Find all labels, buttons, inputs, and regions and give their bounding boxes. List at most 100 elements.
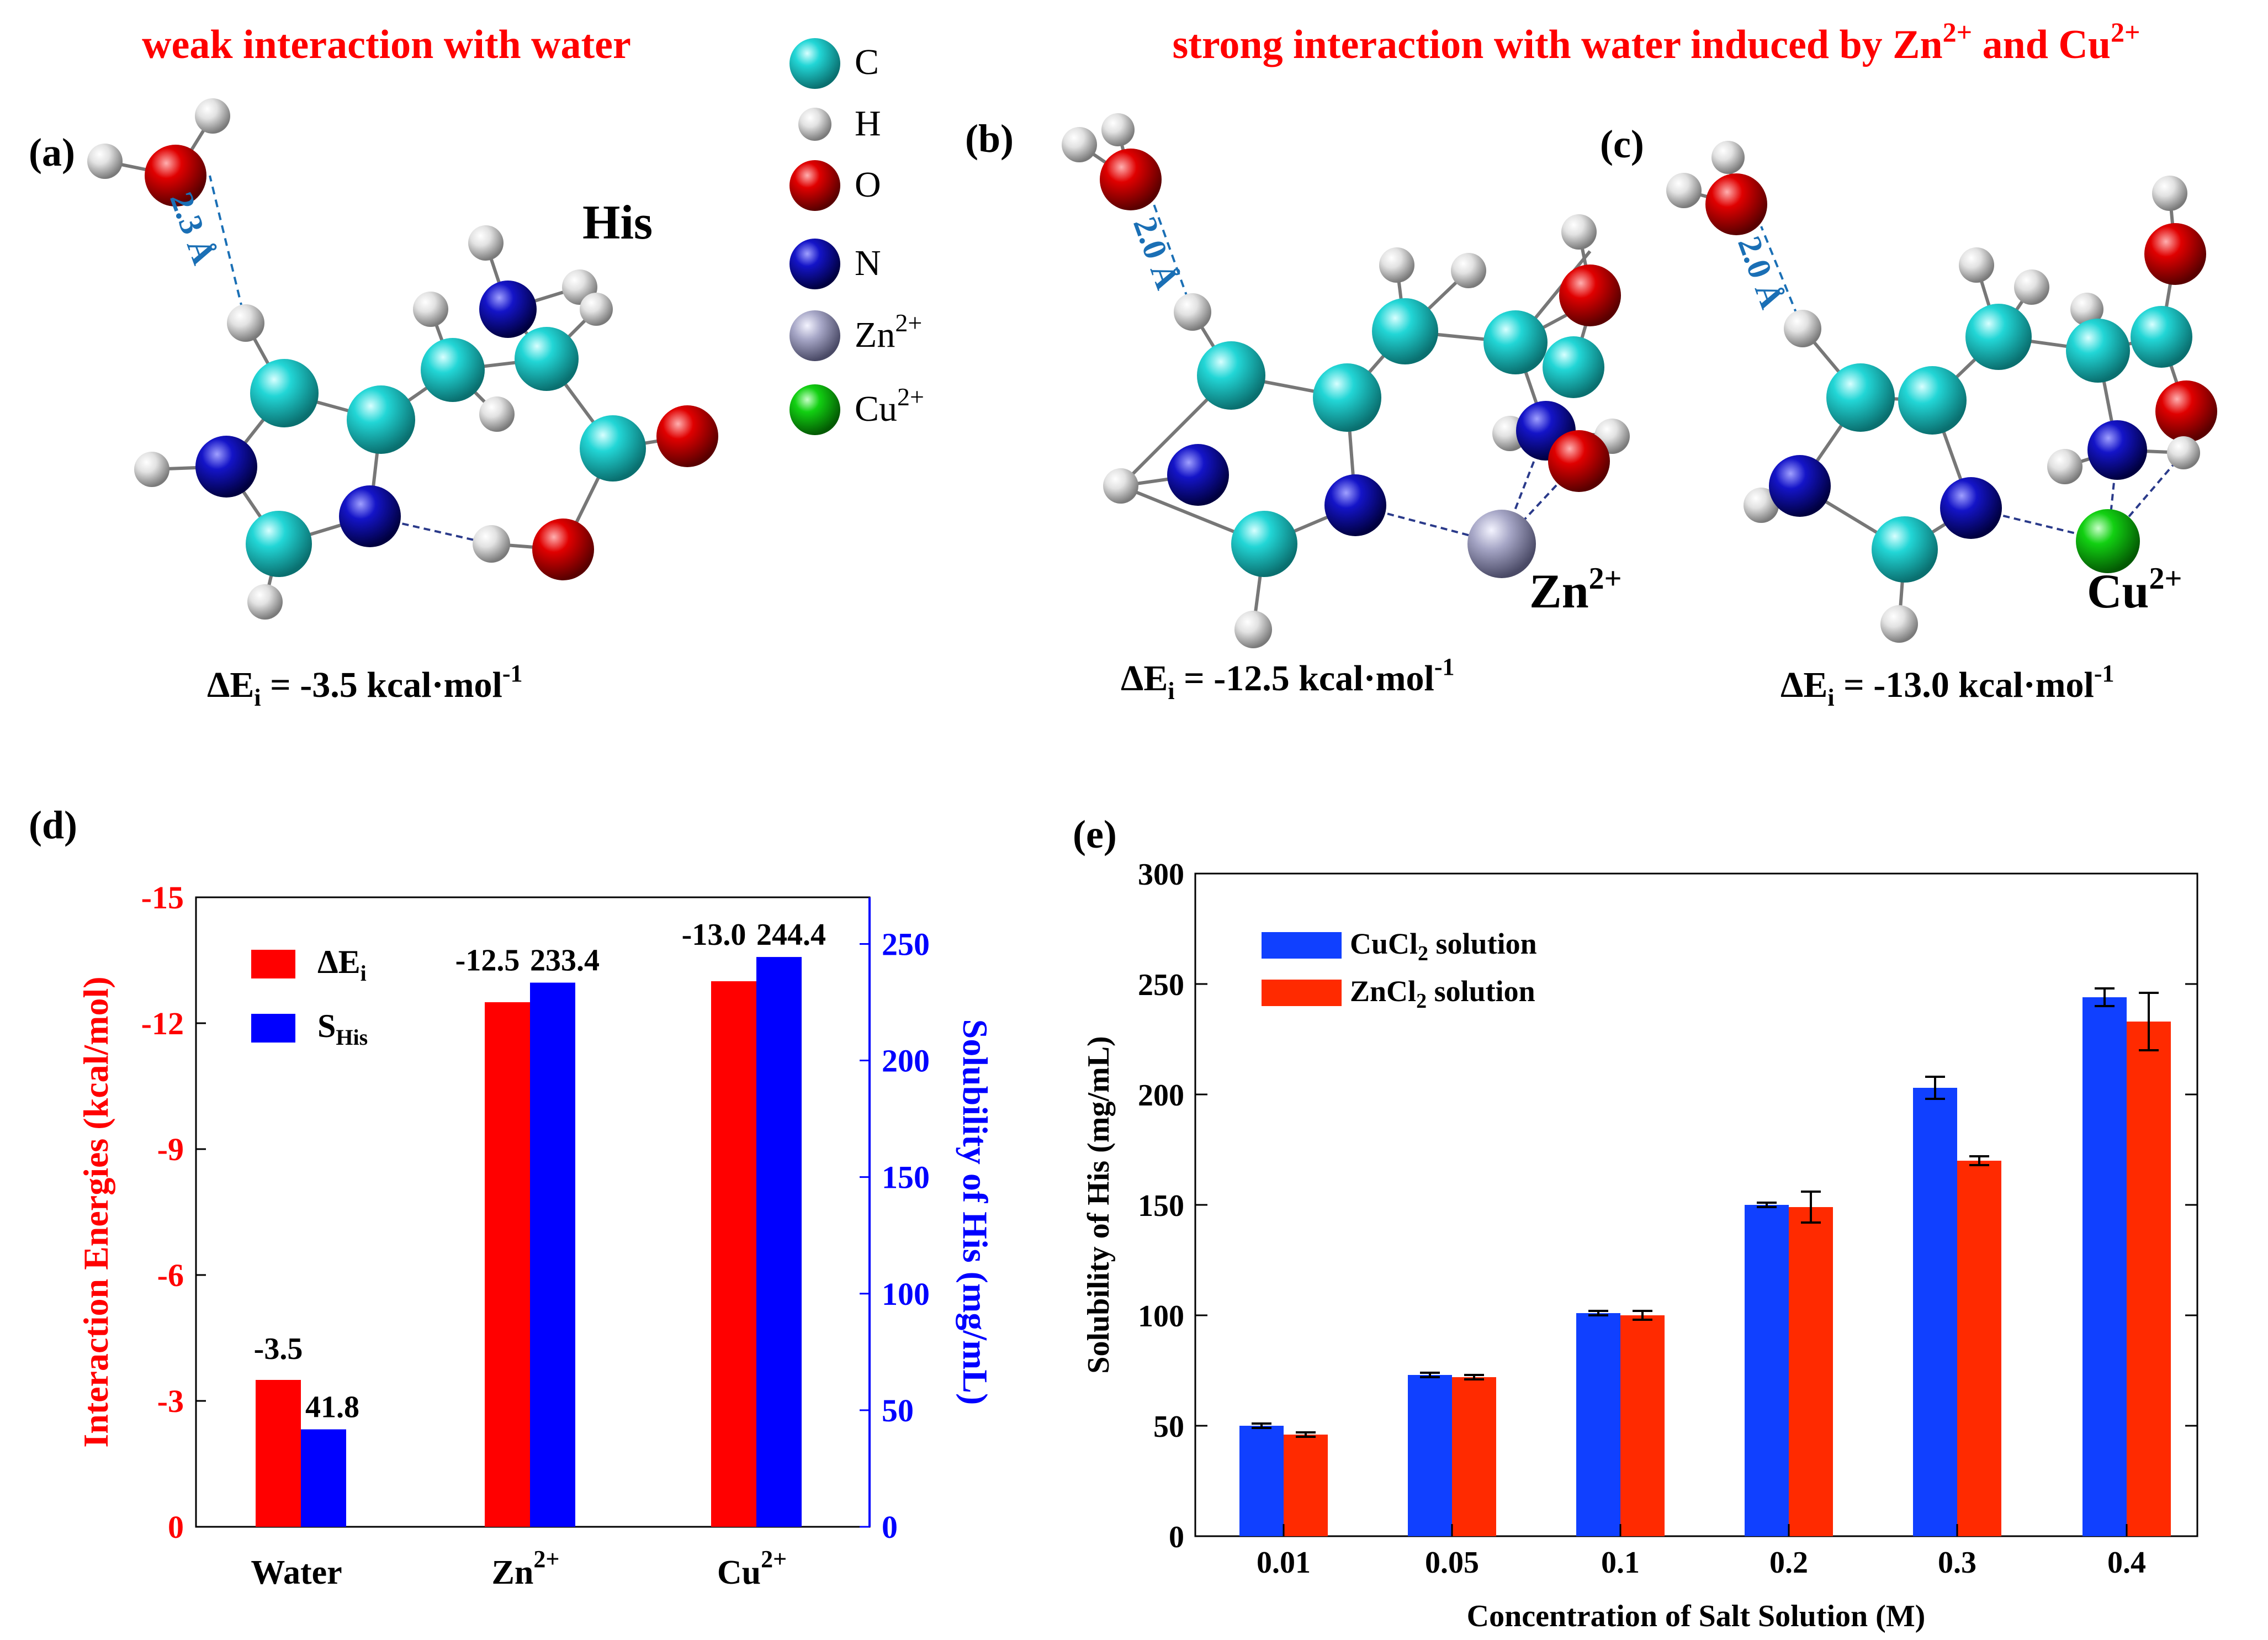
legend-nitrogen-label: N <box>855 243 881 283</box>
molecule-b <box>1062 113 1630 648</box>
chart-d-x-label: Cu2+ <box>717 1546 787 1591</box>
legend-copper-label: Cu2+ <box>855 383 924 429</box>
panel-label-e: (e) <box>1073 812 1117 856</box>
energy-a: ΔEi = -3.5 kcal·mol-1 <box>207 660 523 711</box>
chart-d-bar-energy <box>485 1002 530 1527</box>
chart-d-legend-label-blue: SHis <box>317 1008 368 1050</box>
legend-oxygen-sphere <box>789 160 840 211</box>
legend-hydrogen-label: H <box>855 103 881 144</box>
energy-c: ΔEi = -13.0 kcal·mol-1 <box>1781 660 2115 711</box>
chart-e-legend-label-zn: ZnCl2 solution <box>1350 975 1535 1013</box>
atom-legend: C H O N Zn2+ Cu2+ <box>789 38 924 435</box>
legend-carbon-label: C <box>855 42 879 82</box>
chart-e-y-tick-label: 250 <box>1138 968 1184 1002</box>
chart-e-y-tick-label: 0 <box>1169 1520 1184 1554</box>
chart-e-y-tick-label: 200 <box>1138 1078 1184 1113</box>
chart-e-y-tick-label: 150 <box>1138 1189 1184 1223</box>
chart-d-bar-energy <box>711 981 756 1527</box>
chart-e-bar-cucl2 <box>1239 1426 1284 1536</box>
chart-e-ylabel: Solubility of His (mg/mL) <box>1082 1036 1116 1373</box>
chart-e-bar-zncl2 <box>1284 1435 1328 1536</box>
chart-e-x-tick-label: 0.3 <box>1938 1546 1976 1580</box>
chart-d-value-label-solubility: 41.8 <box>305 1390 359 1425</box>
panel-label-a: (a) <box>29 130 75 174</box>
chart-d-legend: ΔEi SHis <box>251 944 368 1050</box>
legend-carbon-sphere <box>789 38 840 89</box>
chart-d-bar-energy <box>256 1380 301 1527</box>
chart-d-legend-swatch-blue <box>251 1014 295 1043</box>
chart-e-bar-cucl2 <box>1408 1375 1452 1536</box>
molecule-a <box>87 98 718 620</box>
molecule-c-cu-label: Cu2+ <box>2087 562 2182 618</box>
chart-d-right-tick-label: 150 <box>882 1160 930 1195</box>
chart-d-left-tick-label: -9 <box>157 1131 184 1167</box>
chart-e-legend-swatch-cu <box>1262 932 1342 959</box>
chart-e-frame <box>1194 872 2198 1537</box>
chart-e-bar-zncl2 <box>1789 1207 1833 1536</box>
chart-d-right-tick-label: 0 <box>882 1509 898 1545</box>
energy-b: ΔEi = -12.5 kcal·mol-1 <box>1121 653 1455 705</box>
legend-copper-sphere <box>789 384 840 435</box>
chart-d-left-tick-label: 0 <box>168 1509 184 1545</box>
legend-zinc-label: Zn2+ <box>855 309 922 355</box>
chart-d-left-tick-label: -3 <box>157 1383 184 1419</box>
legend-zinc-sphere <box>789 310 840 361</box>
chart-d-right-tick-label: 250 <box>882 926 930 962</box>
chart-e-xlabel: Concentration of Salt Solution (M) <box>1467 1599 1926 1633</box>
chart-d-left-tick-label: -6 <box>157 1257 184 1293</box>
chart-d-x-label: Water <box>251 1554 342 1591</box>
chart-d-right-tick-label: 100 <box>882 1276 930 1312</box>
chart-e-legend-swatch-zn <box>1262 980 1342 1006</box>
chart-d-bar-solubility <box>530 982 575 1527</box>
chart-d-ylabel-right: Solubility of His (mg/mL) <box>956 1019 995 1405</box>
molecule-a-his-label: His <box>582 196 653 250</box>
molecule-a-distance: 2.3 Å <box>163 187 222 269</box>
chart-d-value-label-solubility: 244.4 <box>756 918 826 952</box>
legend-nitrogen-sphere <box>789 239 840 289</box>
heading-weak: weak interaction with water <box>142 22 631 67</box>
legend-oxygen-label: O <box>855 165 881 205</box>
chart-e-bar-cucl2 <box>2082 997 2127 1536</box>
chart-d-value-label-energy: -12.5 <box>455 944 520 978</box>
chart-d-legend-swatch-red <box>251 950 295 978</box>
molecule-c <box>1666 141 2217 643</box>
chart-d-value-label-solubility: 233.4 <box>530 944 600 978</box>
chart-e-bar-zncl2 <box>1452 1377 1496 1536</box>
molecule-c-distance: 2.0 Å <box>1731 231 1790 313</box>
chart-e-y-tick-label: 50 <box>1153 1410 1184 1444</box>
chart-e-bar-zncl2 <box>2127 1022 2171 1536</box>
chart-e-legend-label-cu: CuCl2 solution <box>1350 927 1537 965</box>
panel-label-b: (b) <box>965 117 1014 161</box>
chart-e-x-tick-label: 0.2 <box>1769 1546 1808 1580</box>
chart-d-legend-label-red: ΔEi <box>317 944 367 986</box>
chart-e-bar-zncl2 <box>1620 1315 1665 1536</box>
chart-e-x-tick-label: 0.4 <box>2107 1546 2146 1580</box>
chart-d-bar-solubility <box>756 957 802 1527</box>
panel-label-d: (d) <box>29 803 77 847</box>
chart-e-y-tick-label: 300 <box>1138 858 1184 892</box>
chart-d-left-tick-label: -12 <box>141 1006 184 1041</box>
molecule-b-zn-label: Zn2+ <box>1529 562 1622 618</box>
chart-d-x-label: Zn2+ <box>492 1546 560 1591</box>
chart-e-bar-cucl2 <box>1576 1313 1620 1536</box>
chart-e-x-tick-label: 0.05 <box>1425 1546 1479 1580</box>
chart-d-right-tick-label: 200 <box>882 1043 930 1079</box>
chart-e-x-tick-label: 0.01 <box>1257 1546 1311 1580</box>
chart-d-left-tick-label: -15 <box>141 880 184 916</box>
chart-d-value-label-energy: -13.0 <box>682 918 746 952</box>
chart-d-right-tick-label: 50 <box>882 1393 914 1429</box>
heading-strong: strong interaction with water induced by… <box>1172 17 2140 67</box>
panel-label-c: (c) <box>1600 122 1644 166</box>
molecule-b-distance: 2.0 Å <box>1126 212 1186 294</box>
chart-e-x-tick-label: 0.1 <box>1601 1546 1640 1580</box>
chart-d-bar-solubility <box>301 1429 346 1527</box>
chart-d-value-label-energy: -3.5 <box>254 1332 303 1366</box>
chart-e-y-tick-label: 100 <box>1138 1299 1184 1334</box>
chart-e-bar-zncl2 <box>1957 1161 2001 1536</box>
chart-d-ylabel: Interaction Energies (kcal/mol) <box>76 976 115 1447</box>
chart-d: 0 -3 -6 -9 -12 -15 0 50 100 150 200 250 -3.541.8 -1… <box>76 880 995 1591</box>
chart-e-legend: CuCl2 solution ZnCl2 solution <box>1262 927 1537 1013</box>
chart-e-bar-cucl2 <box>1745 1205 1789 1536</box>
